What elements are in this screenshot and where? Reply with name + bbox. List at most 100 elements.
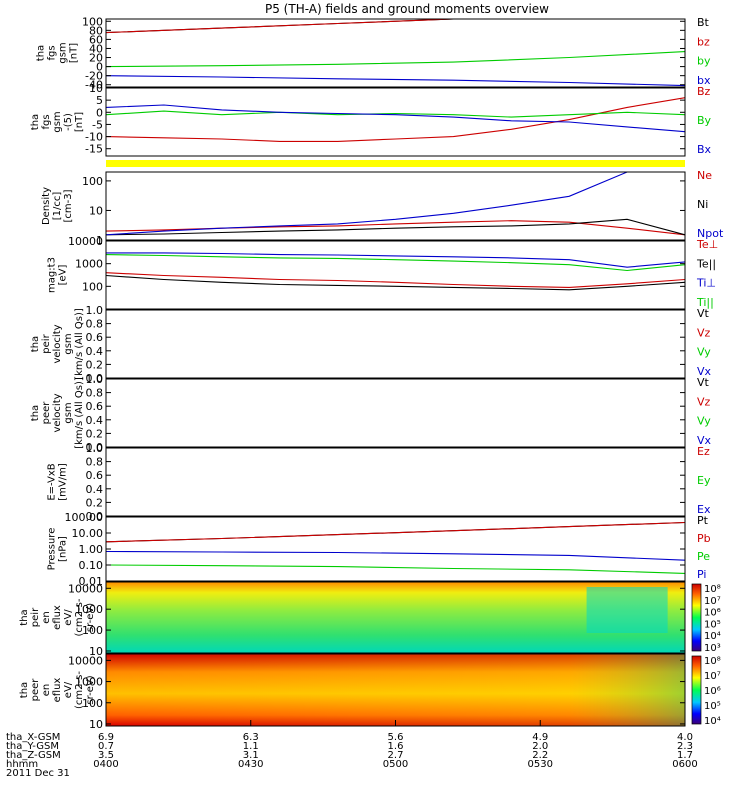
y-axis-label: eflux bbox=[52, 605, 63, 630]
y-axis-label: E=-VxB bbox=[47, 463, 58, 500]
y-tick-label: 100.00 bbox=[65, 511, 104, 524]
legend-By: By bbox=[697, 114, 712, 127]
colorbar-label: 10⁴ bbox=[704, 716, 721, 727]
y-tick-label: 1000 bbox=[75, 258, 103, 271]
y-axis-label: tha bbox=[30, 336, 41, 352]
legend-Pe: Pe bbox=[697, 550, 710, 563]
colorbar-peir-spec bbox=[691, 583, 702, 652]
y-axis-label: [mV/m] bbox=[58, 463, 69, 501]
y-axis-label: eV/ bbox=[63, 609, 74, 626]
series-Pe bbox=[105, 564, 686, 574]
x-tick-label: 2.0 bbox=[532, 741, 548, 752]
y-axis-label: tha bbox=[30, 114, 41, 130]
series-bx bbox=[105, 75, 686, 87]
series-Te|| bbox=[105, 274, 686, 291]
series-by bbox=[105, 51, 686, 68]
y-tick-label: 0.2 bbox=[86, 358, 104, 371]
x-tick-label: 0600 bbox=[672, 759, 697, 770]
colorbar-label: 10⁸ bbox=[704, 584, 721, 595]
y-axis-label: gsm bbox=[63, 402, 74, 423]
x-tick-label: 2.7 bbox=[388, 750, 404, 761]
y-tick-label: 20 bbox=[89, 52, 103, 65]
y-tick-label: 100 bbox=[82, 697, 103, 710]
panel-temperature: 10000 1000 100 mag:t3 [eV] Te⊥ Te|| Ti⊥ Ti|| bbox=[47, 235, 718, 310]
legend-Ti||: Ti|| bbox=[696, 296, 714, 309]
y-tick-label: 10.00 bbox=[72, 527, 104, 540]
colorbar-label: 10⁶ bbox=[704, 686, 721, 697]
y-axis-label: (cm2-s- bbox=[74, 598, 85, 636]
x-tick-label: 0430 bbox=[238, 759, 263, 770]
y-tick-label: 0.2 bbox=[86, 427, 104, 440]
y-tick-label: 0.6 bbox=[86, 469, 104, 482]
y-tick-label: 0 bbox=[96, 106, 103, 119]
legend-Vy: Vy bbox=[697, 415, 711, 428]
y-axis-label: [km/s (All Qs)] bbox=[74, 308, 85, 380]
y-axis-label: (cm2-s- bbox=[74, 671, 85, 709]
spectrogram-overlay bbox=[106, 654, 685, 726]
x-tick-label: 1.1 bbox=[243, 741, 259, 752]
y-axis-label: gsm bbox=[52, 111, 63, 132]
y-axis-label: tha bbox=[36, 45, 47, 61]
spectrogram-overlay bbox=[586, 587, 668, 633]
y-tick-label: 1 bbox=[96, 234, 103, 247]
colorbar-label: 10⁸ bbox=[704, 656, 721, 667]
legend-Vy: Vy bbox=[697, 346, 711, 359]
colorbar-peer-spec bbox=[691, 655, 702, 725]
y-axis-label: peir bbox=[30, 607, 41, 627]
x-tick-label: 0500 bbox=[383, 759, 408, 770]
date-label: 2011 Dec 31 bbox=[6, 768, 70, 779]
legend-bx: bx bbox=[697, 74, 711, 87]
legend-Pb: Pb bbox=[697, 532, 711, 545]
legend-Vt: Vt bbox=[697, 307, 710, 320]
series-By bbox=[105, 110, 686, 118]
y-tick-label: -10 bbox=[85, 131, 103, 144]
y-tick-label: 0.2 bbox=[86, 496, 104, 509]
legend-Te⊥: Te⊥ bbox=[696, 238, 718, 251]
y-tick-label: -40 bbox=[85, 79, 103, 92]
panel-frame bbox=[105, 18, 686, 88]
x-row-label: tha_Y-GSM bbox=[6, 741, 59, 752]
colorbar-label: 10⁵ bbox=[704, 701, 721, 712]
x-row-label: tha_X-GSM bbox=[6, 732, 60, 743]
y-tick-label: 0.0 bbox=[86, 510, 104, 523]
y-tick-label: 10000 bbox=[68, 582, 103, 595]
panel-frame bbox=[105, 309, 686, 379]
legend-Ey: Ey bbox=[697, 474, 711, 487]
legend-Pi: Pi bbox=[697, 568, 706, 581]
legend-Pt: Pt bbox=[697, 514, 709, 527]
y-axis-label: [nT] bbox=[69, 43, 80, 63]
y-tick-label: 10 bbox=[89, 204, 103, 217]
series-Ti⊥ bbox=[106, 252, 686, 268]
y-tick-label: 1.0 bbox=[86, 442, 104, 455]
legend-Vt: Vt bbox=[697, 376, 710, 389]
y-tick-label: 0.10 bbox=[79, 559, 104, 572]
x-tick-label: 0400 bbox=[93, 759, 118, 770]
legend-Npot: Npot bbox=[697, 227, 724, 240]
y-tick-label: 0.4 bbox=[86, 483, 104, 496]
y-axis-label: Density bbox=[41, 187, 52, 225]
legend-Ne: Ne bbox=[697, 169, 712, 182]
y-tick-label: 0.4 bbox=[86, 345, 104, 358]
y-tick-label: 100 bbox=[82, 624, 103, 637]
colorbar-label: 10³ bbox=[704, 643, 721, 654]
y-axis-label: peer bbox=[41, 401, 52, 425]
y-tick-label: 0.8 bbox=[86, 387, 104, 400]
panel-frame bbox=[105, 378, 686, 448]
y-tick-label: 10000 bbox=[68, 654, 103, 667]
y-axis-label: fgs bbox=[47, 45, 58, 60]
legend-by: by bbox=[697, 55, 711, 68]
y-axis-label: gsm bbox=[63, 333, 74, 354]
y-tick-label: -20 bbox=[85, 70, 103, 83]
x-tick-label: 3.5 bbox=[98, 750, 114, 761]
legend-Ex: Ex bbox=[697, 503, 711, 516]
y-tick-label: 5 bbox=[96, 94, 103, 107]
y-axis-label: Pressure bbox=[47, 528, 58, 571]
legend-Vx: Vx bbox=[697, 434, 712, 447]
y-tick-label: 100 bbox=[82, 175, 103, 188]
legend-Bt: Bt bbox=[697, 16, 710, 29]
y-tick-label: 0 bbox=[96, 61, 103, 74]
